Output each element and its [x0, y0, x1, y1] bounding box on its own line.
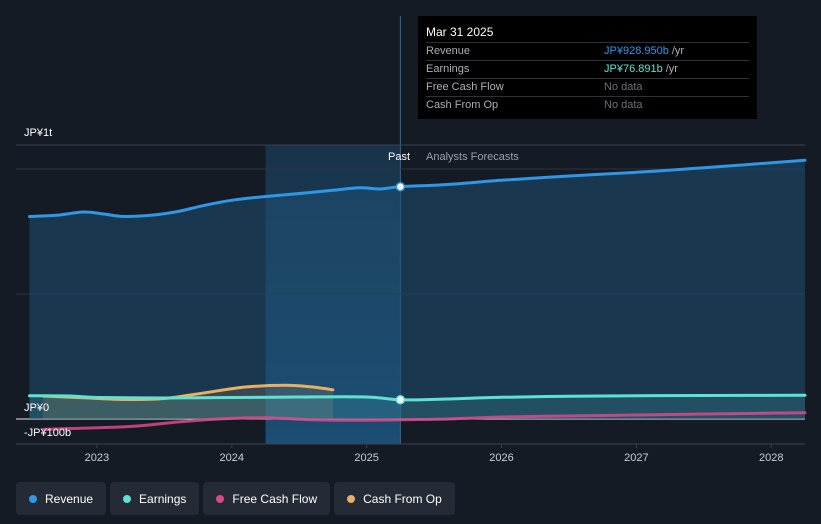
revenue-area — [29, 160, 805, 420]
x-tick-label: 2024 — [220, 452, 244, 464]
tooltip-row-cash-from-op: Cash From Op No data — [426, 96, 749, 114]
tooltip-label: Revenue — [426, 45, 471, 57]
revenue-line — [28, 158, 807, 219]
tooltip-value: JP¥928.950b — [604, 45, 669, 57]
tooltip-unit: /yr — [665, 63, 678, 75]
tooltip-value: No data — [604, 99, 643, 111]
tooltip-value: No data — [604, 81, 643, 93]
tooltip-row-revenue: Revenue JP¥928.950b /yr — [426, 42, 749, 60]
earnings-marker — [395, 395, 406, 405]
tooltip-row-free-cash-flow: Free Cash Flow No data — [426, 78, 749, 96]
earnings-line — [28, 393, 807, 402]
x-tick-label: 2025 — [354, 452, 378, 464]
legend-label: Earnings — [139, 491, 187, 506]
tooltip-value: JP¥76.891b — [604, 63, 663, 75]
legend-item-earnings[interactable]: Earnings — [110, 482, 200, 515]
cash-from-op-area — [43, 385, 333, 419]
y-tick-label: JP¥0 — [24, 402, 49, 414]
legend-label: Revenue — [45, 491, 94, 506]
tooltip-label: Earnings — [426, 63, 470, 75]
x-tick-label: 2027 — [624, 452, 648, 464]
x-tick-label: 2023 — [85, 452, 109, 464]
free-cash-flow-dot-icon — [216, 494, 225, 503]
y-tick-label: -JP¥100b — [24, 427, 71, 439]
legend-item-revenue[interactable]: Revenue — [16, 482, 107, 515]
tooltip-label: Free Cash Flow — [426, 81, 504, 93]
past-label: Past — [388, 151, 410, 163]
tooltip-row-earnings: Earnings JP¥76.891b /yr — [426, 60, 749, 78]
legend-item-cash-from-op[interactable]: Cash From Op — [334, 482, 455, 515]
legend-item-free-cash-flow[interactable]: Free Cash Flow — [203, 482, 331, 515]
y-tick-label: JP¥1t — [24, 127, 52, 139]
hover-tooltip: Mar 31 2025 Revenue JP¥928.950b /yr Earn… — [418, 16, 757, 119]
free-cash-flow-line — [41, 411, 807, 431]
tooltip-date: Mar 31 2025 — [426, 25, 494, 39]
revenue-marker — [395, 182, 406, 192]
x-tick-label: 2028 — [759, 452, 783, 464]
earnings-area — [29, 395, 805, 419]
tooltip-unit: /yr — [671, 45, 685, 57]
earnings-dot-icon — [123, 494, 132, 503]
legend-label: Free Cash Flow — [232, 491, 318, 506]
tooltip-label: Cash From Op — [426, 99, 499, 111]
cash-from-op-dot-icon — [347, 494, 356, 503]
chart-legend: Revenue Earnings Free Cash Flow Cash Fro… — [16, 482, 459, 515]
forecast-label: Analysts Forecasts — [426, 151, 519, 163]
revenue-dot-icon — [29, 494, 37, 503]
x-tick-label: 2026 — [489, 452, 513, 464]
legend-label: Cash From Op — [363, 491, 442, 506]
